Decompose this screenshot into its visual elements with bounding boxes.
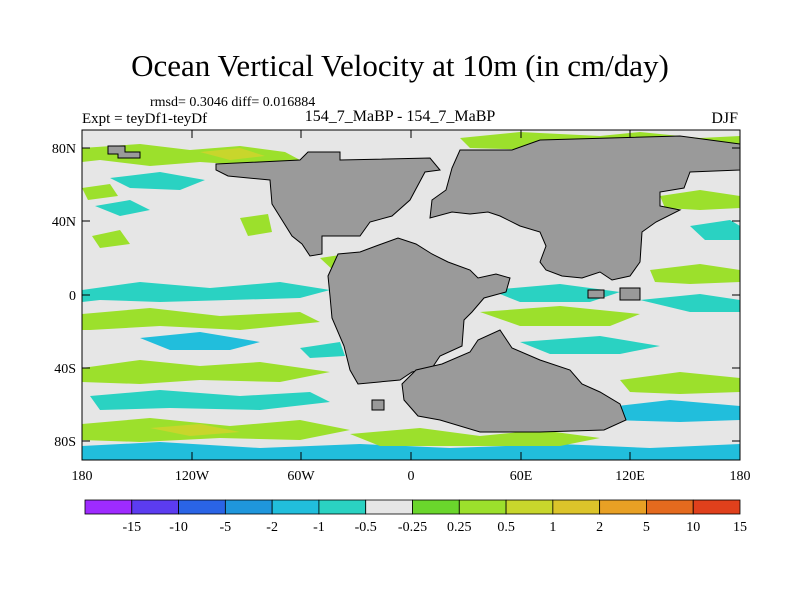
- cyan-east-south: [600, 400, 740, 422]
- land-arctic-islands: [107, 145, 141, 159]
- colorbar-swatch: [318, 499, 367, 515]
- land-southern-landmass: [401, 329, 627, 433]
- lat-tick-label: 0: [69, 289, 76, 304]
- colorbar-label: -10: [169, 520, 188, 535]
- land-small-island-3: [619, 287, 641, 301]
- land-masses: [107, 135, 740, 433]
- lon-tick-labels: 180 120W 60W 0 60E 120E 180: [72, 469, 751, 484]
- colorbar: -15 -10 -5 -2 -1 -0.5 -0.25 0.25 0.5 1 2 5 10 15: [84, 499, 747, 535]
- colorbar-label: 0.5: [497, 520, 515, 535]
- green-east-pacific: [650, 264, 740, 284]
- green-east-south: [620, 372, 740, 394]
- lon-tick-label: 120E: [615, 469, 645, 484]
- lat-tick-label: 40N: [52, 215, 76, 230]
- season-label: DJF: [711, 110, 738, 127]
- colorbar-swatch: [412, 499, 460, 515]
- lon-tick-label: 60W: [287, 469, 315, 484]
- cyan-patch-pacific-n2: [95, 200, 150, 216]
- green-patch-pacific-n: [240, 214, 272, 236]
- colorbar-label: 1: [549, 520, 556, 535]
- colorbar-label: -15: [122, 520, 141, 535]
- land-northeast-landmass: [429, 135, 740, 281]
- cyan-east-north: [690, 220, 740, 240]
- colorbar-label: -0.5: [355, 520, 377, 535]
- land-northern-landmass: [215, 151, 441, 257]
- lat-tick-labels: 80N 40N 0 40S 80S: [52, 142, 76, 450]
- colorbar-swatch: [271, 499, 320, 515]
- colorbar-swatch: [178, 499, 226, 515]
- colorbar-label: -1: [313, 520, 325, 535]
- lon-ticks: [81, 130, 741, 460]
- lon-tick-label: 120W: [175, 469, 210, 484]
- lat-ticks: [82, 147, 740, 442]
- colorbar-swatch: [458, 499, 507, 515]
- cyan-indian-south: [520, 336, 660, 354]
- stats-label: rmsd= 0.3046 diff= 0.016884: [150, 95, 316, 110]
- green-pacific-nw: [82, 184, 118, 200]
- lon-tick-label: 0: [408, 469, 415, 484]
- colorbar-label: 15: [733, 520, 747, 535]
- colorbar-swatch: [692, 499, 741, 515]
- lon-tick-label: 60E: [510, 469, 533, 484]
- green-band-north: [82, 144, 300, 166]
- cyan-far-south: [82, 442, 740, 460]
- cyan-atlantic-south: [300, 342, 345, 358]
- land-central-southern: [327, 237, 511, 385]
- cyan-patch-pacific-n: [110, 172, 205, 190]
- cyan-south-pacific: [90, 390, 330, 410]
- runs-label: 154_7_MaBP - 154_7_MaBP: [304, 108, 496, 125]
- colorbar-swatch: [505, 499, 554, 515]
- map-panel: [82, 130, 740, 460]
- plot-title: Ocean Vertical Velocity at 10m (in cm/da…: [131, 48, 669, 83]
- lat-tick-label: 40S: [54, 362, 76, 377]
- experiment-label: Expt = teyDf1-teyDf: [82, 111, 208, 127]
- colorbar-swatch: [552, 499, 601, 515]
- cyan-eq-band-1: [82, 282, 330, 302]
- colorbar-label: -0.25: [398, 520, 427, 535]
- lat-tick-label: 80N: [52, 142, 76, 157]
- colorbar-label: 2: [596, 520, 603, 535]
- colorbar-label: -2: [266, 520, 278, 535]
- green-eq-band-1: [82, 308, 320, 330]
- colorbar-label: 10: [686, 520, 700, 535]
- cyan-east-pacific: [640, 294, 740, 312]
- colorbar-label: -5: [220, 520, 232, 535]
- colorbar-swatch: [224, 499, 273, 515]
- green-patch-pacific-c: [92, 230, 130, 248]
- colorbar-swatch: [646, 499, 694, 515]
- colorbar-label: 0.25: [447, 520, 472, 535]
- green-indian-ocean: [480, 306, 640, 326]
- green-south-pacific: [82, 360, 330, 384]
- land-small-island-1: [371, 399, 385, 411]
- cyan-eq-band-2: [140, 332, 260, 350]
- lat-tick-label: 80S: [54, 435, 76, 450]
- colorbar-label: 5: [643, 520, 650, 535]
- yellow-patch-arctic: [200, 148, 265, 160]
- lon-tick-label: 180: [72, 469, 93, 484]
- yellow-south-band: [150, 424, 240, 436]
- lon-tick-label: 180: [730, 469, 751, 484]
- green-east-north: [660, 190, 740, 210]
- colorbar-swatch: [84, 499, 133, 515]
- land-small-island-2: [587, 289, 605, 299]
- colorbar-swatch: [599, 499, 647, 515]
- colorbar-swatch: [365, 499, 413, 515]
- colorbar-swatch: [131, 499, 179, 515]
